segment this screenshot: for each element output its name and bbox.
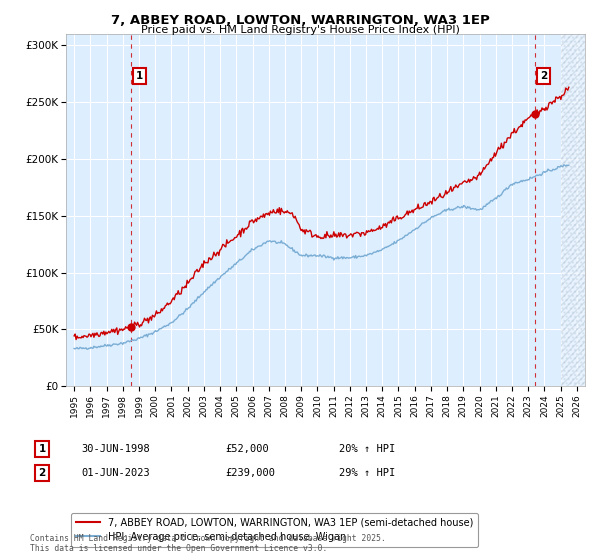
- Text: 01-JUN-2023: 01-JUN-2023: [81, 468, 150, 478]
- Text: £52,000: £52,000: [225, 444, 269, 454]
- Text: 20% ↑ HPI: 20% ↑ HPI: [339, 444, 395, 454]
- Legend: 7, ABBEY ROAD, LOWTON, WARRINGTON, WA3 1EP (semi-detached house), HPI: Average p: 7, ABBEY ROAD, LOWTON, WARRINGTON, WA3 1…: [71, 513, 478, 547]
- Text: 2: 2: [540, 71, 547, 81]
- Text: 30-JUN-1998: 30-JUN-1998: [81, 444, 150, 454]
- Text: 2: 2: [38, 468, 46, 478]
- Text: 1: 1: [38, 444, 46, 454]
- Text: Contains HM Land Registry data © Crown copyright and database right 2025.
This d: Contains HM Land Registry data © Crown c…: [30, 534, 386, 553]
- Text: Price paid vs. HM Land Registry's House Price Index (HPI): Price paid vs. HM Land Registry's House …: [140, 25, 460, 35]
- Text: 7, ABBEY ROAD, LOWTON, WARRINGTON, WA3 1EP: 7, ABBEY ROAD, LOWTON, WARRINGTON, WA3 1…: [110, 14, 490, 27]
- Text: 29% ↑ HPI: 29% ↑ HPI: [339, 468, 395, 478]
- Text: 1: 1: [136, 71, 143, 81]
- Text: £239,000: £239,000: [225, 468, 275, 478]
